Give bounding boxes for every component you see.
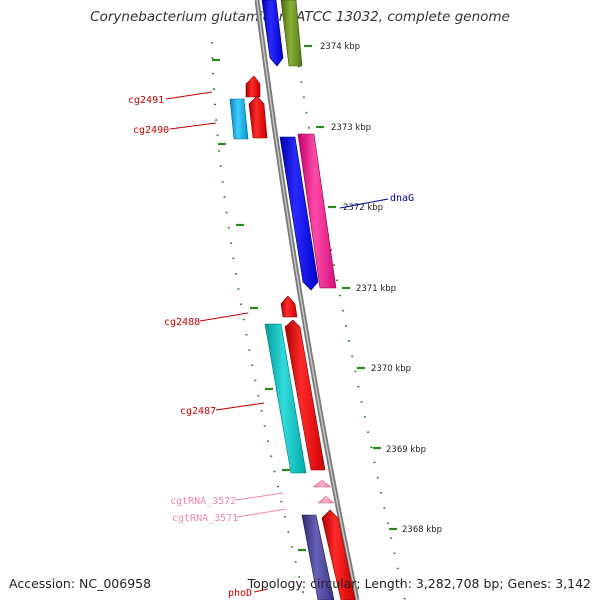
gene-label-phoD[interactable]: phoD — [228, 588, 252, 599]
leader-cgtRNA_3572 — [235, 492, 284, 501]
gene-arrow-cg2488[interactable] — [280, 295, 298, 318]
gene-label-cgtRNA_3572[interactable]: cgtRNA_3572 — [170, 496, 236, 507]
gene-arrow-cgtRNA_3572[interactable] — [312, 479, 332, 488]
scale-label: 2374 kbp — [320, 42, 360, 52]
scale-label: 2368 kbp — [402, 525, 442, 535]
leader-cg2491 — [165, 91, 213, 100]
scale-label: 2369 kbp — [386, 445, 426, 455]
scale-label: 2373 kbp — [331, 123, 371, 133]
gene-arrow-blue-top — [261, 0, 284, 67]
gene-arrow-teal-cg2487[interactable] — [264, 323, 307, 474]
outer-tick-arc — [291, 19, 406, 600]
gene-arrow-olive-top — [280, 0, 303, 67]
scale-label: 2371 kbp — [356, 284, 396, 294]
gene-label-cg2491[interactable]: cg2491 — [128, 95, 164, 106]
gene-arrow-blue-dnaG[interactable] — [279, 136, 319, 291]
leader-cg2487 — [215, 402, 265, 411]
genome-backbone — [254, 0, 360, 600]
leader-cgtRNA_3571 — [236, 508, 287, 518]
gene-arrow-dnaG[interactable] — [297, 133, 337, 289]
leader-cg2490 — [169, 122, 217, 130]
gene-arrow-cg2487[interactable] — [284, 319, 326, 471]
scale-label: 2372 kbp — [343, 203, 383, 213]
gene-arrow-cg2491[interactable] — [245, 75, 261, 98]
gene-label-cgtRNA_3571[interactable]: cgtRNA_3571 — [172, 513, 238, 524]
leader-phoD — [253, 588, 269, 593]
gene-arrow-navy-phoD[interactable] — [301, 514, 335, 600]
map-title: Corynebacterium glutamicum ATCC 13032, c… — [90, 9, 510, 25]
gene-label-cg2487[interactable]: cg2487 — [180, 406, 216, 417]
scale-label: 2370 kbp — [371, 364, 411, 374]
gene-label-cg2488[interactable]: cg2488 — [164, 317, 200, 328]
gene-arrow-cyan-cg2490[interactable] — [229, 98, 249, 140]
leader-dnaG — [339, 198, 389, 209]
gene-arrow-cgtRNA_3571[interactable] — [317, 495, 335, 504]
gene-arrow-phoD[interactable] — [321, 509, 356, 600]
topology-text: Topology: circular; Length: 3,282,708 bp… — [247, 576, 591, 591]
leader-cg2488 — [199, 312, 249, 322]
gene-arrow-cg2490[interactable] — [248, 95, 268, 139]
gene-label-dnaG[interactable]: dnaG — [390, 193, 414, 204]
gene-label-cg2490[interactable]: cg2490 — [133, 125, 169, 136]
accession-text: Accession: NC_006958 — [9, 576, 152, 591]
